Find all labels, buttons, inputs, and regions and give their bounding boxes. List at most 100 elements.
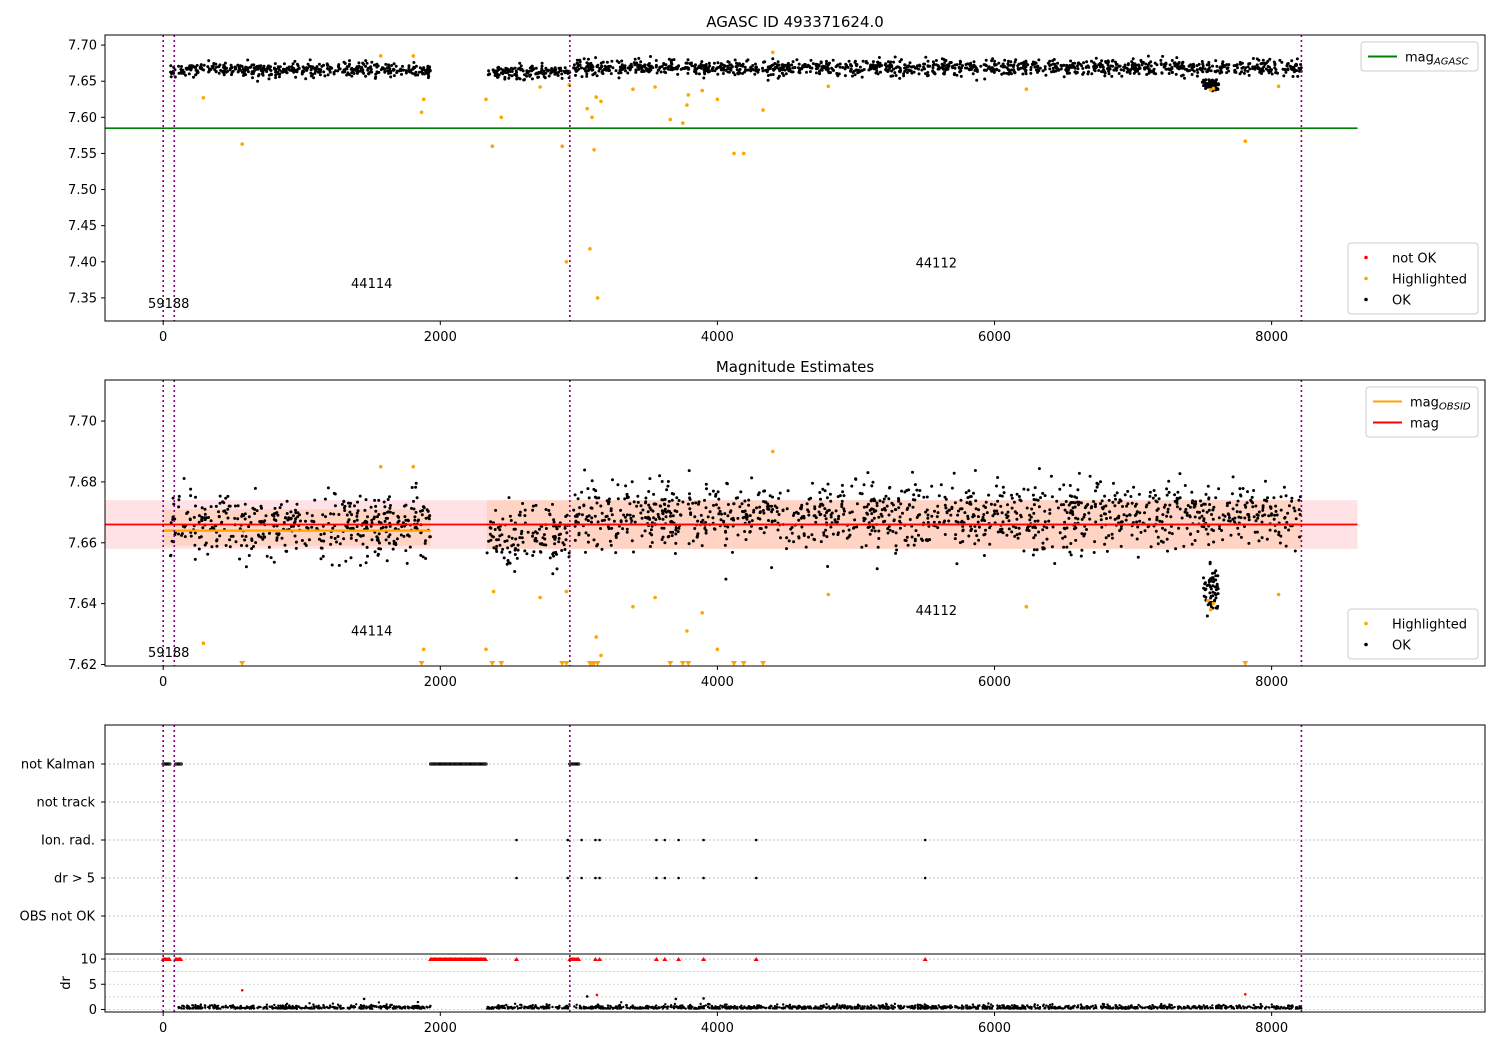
- ok-point: [870, 484, 874, 488]
- dr-point: [391, 1006, 394, 1010]
- flag-point: [463, 762, 467, 766]
- dr-point: [369, 1007, 372, 1010]
- ok-point: [917, 533, 920, 537]
- ok-point: [365, 545, 369, 549]
- ok-point: [1037, 505, 1041, 509]
- ok-point: [597, 496, 601, 500]
- ok-point: [1029, 71, 1033, 75]
- ok-point: [245, 544, 249, 548]
- ok-point: [358, 494, 362, 498]
- ok-point: [501, 517, 505, 521]
- ok-point: [1023, 67, 1026, 71]
- ok-point: [942, 72, 946, 76]
- ok-point: [694, 63, 697, 67]
- ok-point: [585, 74, 589, 78]
- ok-point: [1284, 494, 1288, 498]
- ok-point: [1198, 516, 1202, 520]
- ok-point: [897, 499, 901, 503]
- ok-point: [623, 515, 627, 519]
- ok-point: [833, 518, 837, 522]
- ok-point: [347, 73, 351, 77]
- ok-point: [818, 491, 822, 494]
- clipped-point-marker: [760, 661, 767, 666]
- ok-point: [862, 483, 866, 487]
- highlighted-point: [592, 148, 596, 152]
- ok-point: [975, 534, 979, 538]
- ok-point: [280, 536, 284, 540]
- ok-point: [842, 512, 846, 516]
- ok-point: [593, 514, 597, 518]
- ok-point: [323, 497, 327, 501]
- ok-point: [201, 526, 205, 530]
- ok-point: [1242, 71, 1246, 75]
- flag-point: [515, 876, 518, 880]
- ok-point: [1243, 68, 1247, 72]
- highlighted-point: [715, 647, 720, 652]
- ok-point: [217, 71, 221, 75]
- ok-point: [599, 61, 603, 65]
- ok-point: [836, 495, 840, 499]
- ok-point: [1211, 590, 1215, 594]
- ok-point: [1252, 489, 1256, 492]
- dr-point: [271, 1007, 274, 1010]
- ok-point: [209, 519, 213, 523]
- ok-point: [243, 538, 247, 542]
- dr-point: [824, 1006, 828, 1009]
- ok-point: [955, 63, 959, 67]
- ok-point: [1228, 516, 1231, 520]
- ok-point: [1287, 528, 1291, 532]
- ok-point: [322, 63, 325, 67]
- ok-point: [580, 75, 584, 79]
- ok-point: [647, 490, 651, 493]
- ok-point: [600, 71, 604, 74]
- ok-point: [189, 487, 193, 491]
- ok-point: [1285, 521, 1289, 524]
- ok-point: [953, 501, 957, 505]
- ok-point: [924, 72, 927, 76]
- ok-point: [1012, 500, 1016, 504]
- ok-point: [886, 70, 890, 73]
- ok-point: [1125, 70, 1129, 74]
- ok-point: [1134, 502, 1138, 506]
- ok-point: [1258, 67, 1261, 71]
- ok-point: [663, 70, 666, 74]
- ok-point: [295, 70, 299, 74]
- ok-point: [1212, 505, 1216, 509]
- ok-point: [1059, 503, 1063, 507]
- ok-point: [228, 67, 232, 71]
- ok-point: [1031, 553, 1035, 557]
- ok-point: [555, 72, 559, 76]
- ok-point: [1047, 519, 1051, 523]
- ok-point: [697, 72, 701, 76]
- ok-point: [619, 508, 623, 512]
- ok-point: [1139, 530, 1143, 534]
- ok-point: [630, 480, 634, 484]
- ok-point: [596, 543, 600, 546]
- ok-point: [369, 505, 373, 509]
- dr-point: [503, 1004, 506, 1007]
- ok-point: [1094, 489, 1097, 493]
- ok-point: [180, 533, 183, 537]
- ok-point: [1041, 69, 1045, 73]
- ok-point: [1068, 484, 1072, 487]
- flag-point: [575, 762, 580, 766]
- ok-point: [600, 519, 604, 523]
- ok-point: [750, 476, 754, 480]
- highlighted-point: [484, 97, 488, 102]
- ok-point: [423, 541, 427, 545]
- ok-point: [907, 68, 911, 72]
- ok-point: [662, 63, 666, 66]
- ok-point: [1295, 57, 1299, 61]
- ok-point: [1169, 524, 1173, 528]
- ok-point: [540, 64, 544, 68]
- ok-point: [1193, 539, 1197, 542]
- ok-point: [704, 506, 708, 510]
- ok-point: [1232, 64, 1236, 68]
- ok-point: [1005, 71, 1009, 75]
- obsid-label: 59188: [148, 646, 189, 661]
- ok-point: [1076, 488, 1080, 492]
- ok-point: [778, 491, 782, 495]
- ok-point: [413, 515, 417, 519]
- dr-point: [1168, 1003, 1171, 1006]
